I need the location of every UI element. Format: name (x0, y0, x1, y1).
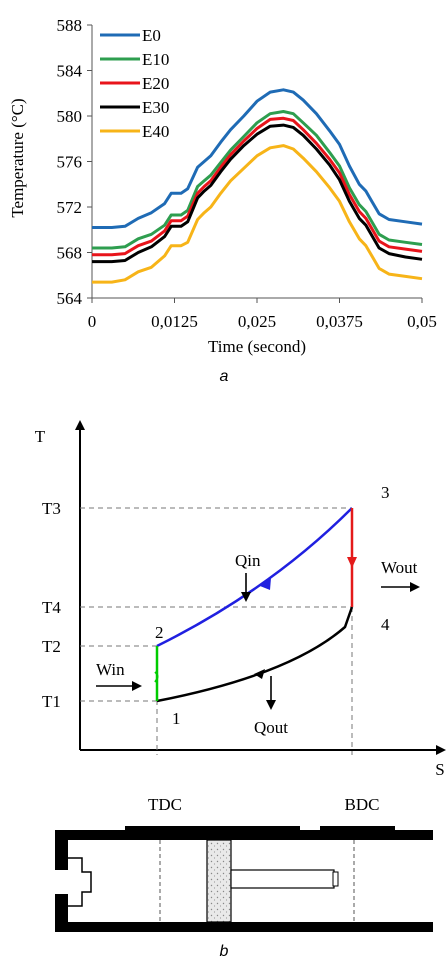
y-axis-label: Temperature (°C) (8, 98, 27, 217)
x-tick-label: 0 (88, 312, 97, 331)
t-axis-label: T (35, 427, 46, 446)
y-tick-label: 580 (57, 107, 83, 126)
legend-label-e10: E10 (142, 50, 169, 69)
legend-label-e30: E30 (142, 98, 169, 117)
temperature-chart: 564 568 572 576 580 584 588 0 0,0125 0,025 0,0375 0… (8, 16, 437, 356)
point-4: 4 (381, 615, 390, 634)
x-tick-label: 0,0375 (316, 312, 363, 331)
cylinder-head (55, 830, 433, 870)
level-t4: T4 (42, 598, 61, 617)
y-tick-label: 564 (57, 289, 83, 308)
engine-cylinder-diagram: TDC BDC (55, 795, 433, 932)
x-axis-label: Time (second) (208, 337, 306, 356)
piston-rod (230, 869, 335, 889)
level-t2: T2 (42, 637, 61, 656)
cylinder-top-raised (125, 826, 300, 832)
label-win: Win (96, 660, 125, 679)
bdc-label: BDC (345, 795, 380, 814)
tdc-label: TDC (148, 795, 182, 814)
point-3: 3 (381, 483, 390, 502)
legend-label-e0: E0 (142, 26, 161, 45)
heat-in-arrowhead (260, 578, 271, 590)
piston (206, 839, 232, 923)
cylinder-top-raised-right (320, 826, 395, 832)
point-2: 2 (155, 623, 164, 642)
chart-series-group (92, 88, 423, 284)
s-axis-label: S (435, 760, 444, 779)
ts-diagram: T S T3 T4 T2 T1 1 2 3 4 Win Wout Qin Qou… (35, 420, 446, 779)
series-line-e20 (92, 116, 423, 257)
heat-out-curve (156, 606, 354, 703)
series-line-e10 (92, 110, 423, 250)
legend-label-e20: E20 (142, 74, 169, 93)
heat-in-curve (156, 507, 353, 648)
caption-a: a (219, 368, 229, 385)
series-line-e40 (92, 144, 423, 284)
x-tick-label: 0,05 (407, 312, 437, 331)
y-tick-label: 568 (57, 244, 83, 263)
caption-b: b (219, 943, 229, 960)
x-tick-label: 0,025 (238, 312, 276, 331)
y-tick-label: 576 (57, 153, 83, 172)
level-t1: T1 (42, 692, 61, 711)
x-tick-label: 0,0125 (151, 312, 198, 331)
y-tick-label: 572 (57, 198, 83, 217)
label-qout: Qout (254, 718, 288, 737)
series-line-e0 (92, 88, 423, 229)
label-qin: Qin (235, 551, 261, 570)
level-t3: T3 (42, 499, 61, 518)
y-tick-label: 584 (57, 62, 83, 81)
cylinder-head-lower (55, 894, 433, 932)
point-1: 1 (172, 709, 181, 728)
series-line-e30 (92, 123, 423, 264)
chart-axes: 564 568 572 576 580 584 588 0 0,0125 0,025 0,0375 0… (57, 16, 437, 331)
chart-legend: E0 E10 E20 E30 E40 (100, 26, 169, 141)
valve-notch (68, 857, 92, 907)
heat-out-arrowhead (254, 669, 265, 679)
compression-marker (154, 671, 159, 683)
legend-label-e40: E40 (142, 122, 169, 141)
y-tick-label: 588 (57, 16, 83, 35)
label-wout: Wout (381, 558, 418, 577)
expansion-arrowhead (347, 557, 357, 568)
piston-rod-end (332, 871, 339, 887)
